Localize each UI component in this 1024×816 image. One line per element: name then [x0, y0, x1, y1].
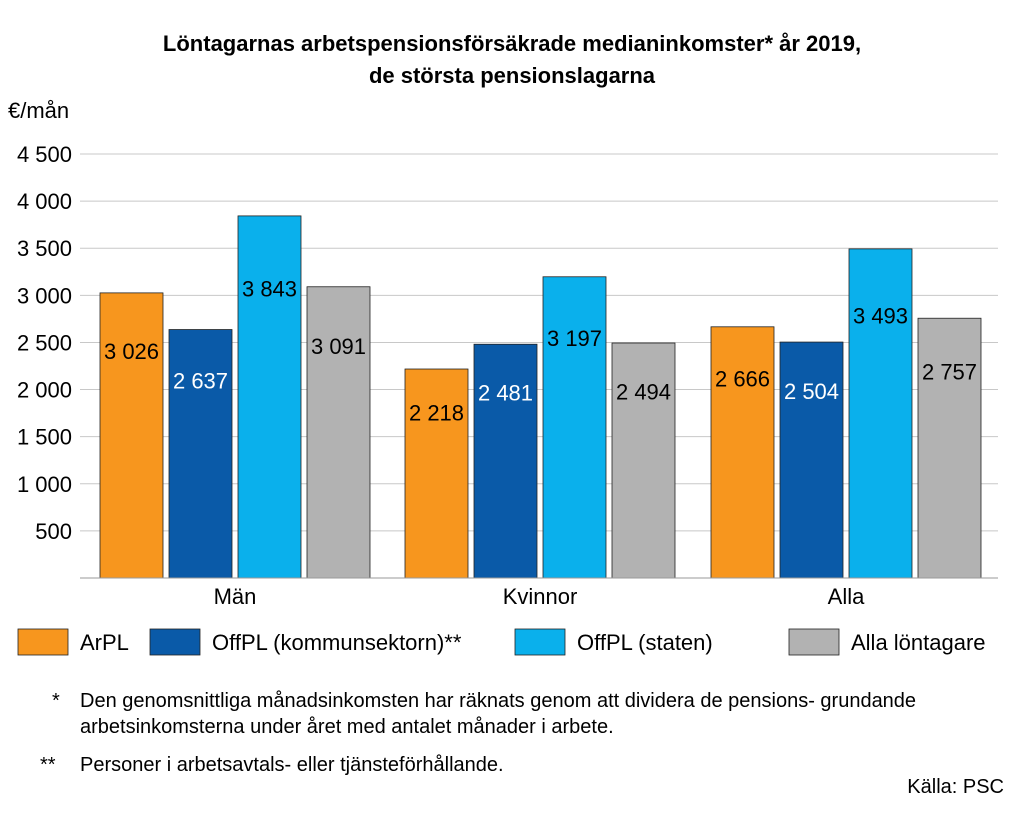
bar-value-label: 3 493	[853, 303, 908, 328]
bar	[710, 326, 775, 579]
bar-value-label: 2 218	[409, 401, 464, 426]
bar	[168, 329, 233, 579]
y-axis-label: €/mån	[8, 98, 69, 123]
footnote-1-text: Den genomsnittliga månadsinkomsten har r…	[80, 690, 917, 738]
x-category-label: Alla	[828, 584, 865, 609]
bar	[473, 343, 538, 579]
bar-value-label: 2 666	[715, 367, 770, 392]
bar-value-label: 2 757	[922, 360, 977, 385]
bar-value-label: 3 843	[242, 277, 297, 302]
bar-value-label: 2 637	[173, 369, 228, 394]
footnote-1-mark: *	[52, 690, 60, 712]
legend-label: ArPL	[80, 630, 129, 655]
bar	[917, 317, 982, 579]
footnote-2-text: Personer i arbetsavtals- eller tjänstefö…	[80, 754, 504, 776]
y-tick-label: 2 500	[17, 330, 72, 355]
chart-title-line-1: Löntagarnas arbetspensionsförsäkrade med…	[162, 31, 862, 56]
source-note: Källa: PSC	[907, 776, 1004, 798]
y-tick-label: 4 000	[17, 189, 72, 214]
legend-label: OffPL (staten)	[577, 630, 713, 655]
gridlines	[80, 153, 998, 532]
x-category-label: Män	[214, 584, 257, 609]
chart-title: Löntagarnas arbetspensionsförsäkrade med…	[0, 28, 1024, 92]
y-tick-label: 3 000	[17, 283, 72, 308]
bar	[306, 286, 371, 579]
legend-swatch	[149, 628, 201, 656]
bar	[848, 248, 913, 579]
y-tick-label: 4 500	[17, 142, 72, 167]
y-tick-labels: 500 1 000 1 500 2 000 2 500 3 000 3 500 4 000 4 …	[17, 142, 72, 544]
legend-swatch	[514, 628, 566, 656]
footnote-2-mark: **	[40, 754, 56, 776]
bar	[542, 276, 607, 579]
bar	[404, 368, 469, 579]
bar	[99, 292, 164, 579]
bar-value-labels: 3 026 2 637 3 843 3 091 2 218 2 481 3 197 2 494…	[104, 277, 977, 426]
bar-value-label: 2 504	[784, 379, 839, 404]
legend-label: Alla löntagare	[851, 630, 986, 655]
legend-swatch	[788, 628, 840, 656]
x-category-label: Kvinnor	[503, 584, 578, 609]
bar	[611, 342, 676, 579]
bar-value-label: 3 026	[104, 339, 159, 364]
y-tick-label: 2 000	[17, 378, 72, 403]
legend: ArPL OffPL (kommunsektorn)** OffPL (staten…	[17, 628, 986, 656]
y-tick-label: 500	[35, 519, 72, 544]
chart-title-line-2: de största pensionslagarna	[368, 63, 656, 88]
bar-value-label: 2 481	[478, 381, 533, 406]
bar-value-label: 3 197	[547, 326, 602, 351]
y-tick-label: 3 500	[17, 236, 72, 261]
y-tick-label: 1 000	[17, 472, 72, 497]
x-category-labels: Män Kvinnor Alla	[214, 584, 866, 609]
legend-swatch	[17, 628, 69, 656]
bar	[237, 215, 302, 579]
bar-value-label: 2 494	[616, 380, 671, 405]
legend-label: OffPL (kommunsektorn)**	[212, 630, 462, 655]
bar-chart: 500 1 000 1 500 2 000 2 500 3 000 3 500 4 000 4 …	[8, 98, 998, 656]
bar	[779, 341, 844, 579]
bar-value-label: 3 091	[311, 334, 366, 359]
bars	[99, 215, 982, 579]
y-tick-label: 1 500	[17, 425, 72, 450]
